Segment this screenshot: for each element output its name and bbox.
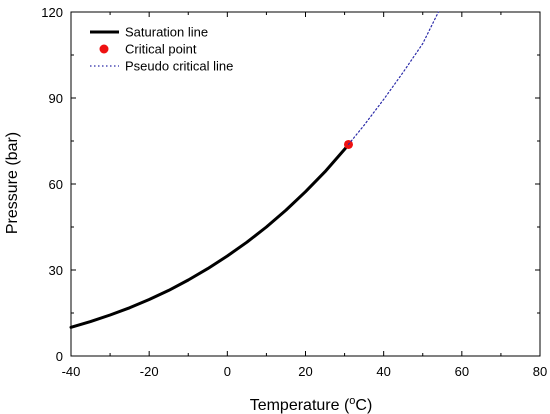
y-tick-label: 0 [56,349,63,364]
x-tick-label: 0 [224,364,231,379]
legend-label-critical-point: Critical point [125,42,197,57]
axis-ticks: -40 -20 0 20 40 60 80 0 30 60 90 120 [41,5,547,379]
x-tick-label: 80 [533,364,547,379]
x-tick-label: 20 [298,364,312,379]
x-tick-label: 60 [455,364,469,379]
legend-label-saturation-line: Saturation line [125,25,208,40]
x-axis-label-tail: C) [355,397,372,414]
saturation-line-curve [69,142,350,329]
x-axis-label-superscript: o [349,395,355,407]
y-tick-label: 90 [49,91,63,106]
x-axis-label-main: Temperature ( [250,397,350,414]
legend-label-pseudo-critical-line: Pseudo critical line [125,59,233,74]
pseudo-critical-line-curve [347,11,439,145]
legend: Saturation line Critical point Pseudo crit… [90,25,233,74]
y-tick-label: 30 [49,263,63,278]
x-tick-label: -20 [140,364,159,379]
x-tick-label: -40 [62,364,81,379]
y-axis-label: Pressure (bar) [4,132,21,234]
y-tick-label: 60 [49,177,63,192]
y-tick-label: 120 [41,5,63,20]
x-tick-label: 40 [376,364,390,379]
series-layer [69,11,439,329]
legend-swatch-critical-point [99,44,109,54]
x-axis-label: Temperature (oC) [250,395,373,414]
